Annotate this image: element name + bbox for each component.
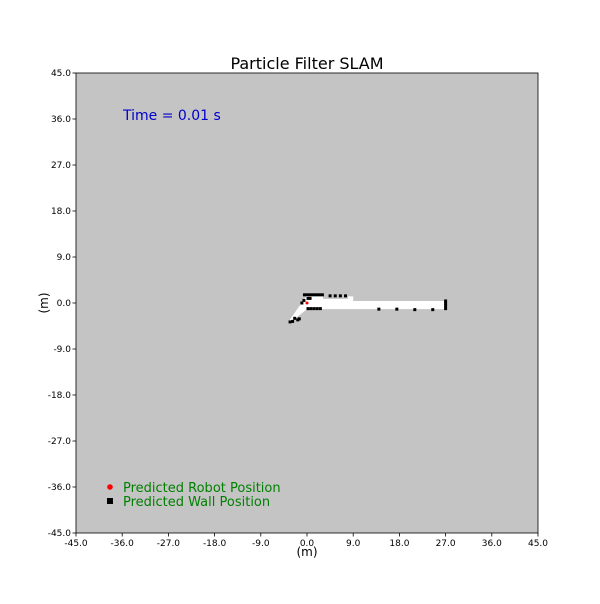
x-tick-label: -36.0 — [111, 539, 135, 549]
y-tick-label: 45.0 — [51, 69, 71, 79]
wall-point — [305, 293, 309, 297]
wall-point — [318, 307, 322, 311]
wall-point — [306, 307, 310, 311]
y-tick-label: 0.0 — [57, 299, 72, 309]
x-tick-label: 9.0 — [346, 539, 361, 549]
wall-point — [344, 294, 347, 298]
wall-point — [312, 307, 316, 311]
y-axis-label: (m) — [37, 292, 51, 313]
x-tick-label: 27.0 — [436, 539, 456, 549]
wall-point — [431, 308, 435, 312]
wall-point — [377, 307, 381, 311]
wall-point — [306, 296, 310, 300]
wall-point — [288, 320, 292, 324]
wall-point — [291, 319, 295, 323]
wall-point — [308, 293, 312, 297]
wall-point — [444, 304, 448, 308]
legend-label: Predicted Wall Position — [123, 495, 270, 510]
wall-point — [309, 307, 313, 311]
legend-label: Predicted Robot Position — [123, 481, 281, 496]
wall-point — [308, 296, 312, 300]
chart-title: Particle Filter SLAM — [230, 54, 383, 73]
y-tick-label: -18.0 — [48, 391, 72, 401]
x-tick-label: -18.0 — [203, 539, 227, 549]
wall-point — [333, 294, 337, 298]
legend-wall-marker — [107, 498, 113, 504]
y-tick-label: 27.0 — [51, 161, 71, 171]
wall-point — [320, 293, 324, 297]
y-tick-label: -45.0 — [48, 529, 72, 539]
wall-point — [338, 294, 342, 298]
robot-position-point — [305, 301, 309, 305]
wall-point — [395, 307, 399, 311]
y-tick-label: 36.0 — [51, 115, 71, 125]
wall-point — [300, 301, 304, 305]
wall-point — [315, 293, 319, 297]
y-tick-label: -27.0 — [48, 437, 72, 447]
wall-point — [413, 308, 417, 312]
free-space-region — [289, 295, 446, 322]
y-tick-label: -9.0 — [53, 345, 71, 355]
time-annotation: Time = 0.01 s — [122, 108, 221, 124]
legend-robot-marker — [107, 484, 113, 490]
wall-point — [302, 293, 306, 297]
y-tick-label: 18.0 — [51, 207, 71, 217]
wall-point — [296, 318, 300, 322]
wall-point — [444, 299, 448, 303]
y-tick-label: -36.0 — [48, 483, 72, 493]
wall-point — [302, 298, 306, 302]
x-tick-label: -27.0 — [157, 539, 181, 549]
wall-point — [315, 307, 319, 311]
x-axis-label: (m) — [296, 545, 317, 559]
wall-point — [297, 317, 301, 321]
wall-point — [313, 293, 317, 297]
wall-point — [444, 307, 448, 311]
x-tick-label: 45.0 — [528, 539, 548, 549]
wall-point — [310, 293, 314, 297]
wall-point — [444, 302, 448, 306]
x-tick-label: 0.0 — [300, 539, 315, 549]
x-tick-label: 18.0 — [389, 539, 409, 549]
wall-point — [293, 316, 297, 320]
x-tick-label: 36.0 — [482, 539, 502, 549]
x-tick-label: -45.0 — [64, 539, 88, 549]
x-tick-label: -9.0 — [252, 539, 270, 549]
wall-point — [318, 293, 322, 297]
wall-point — [328, 294, 332, 298]
y-tick-label: 9.0 — [57, 253, 72, 263]
